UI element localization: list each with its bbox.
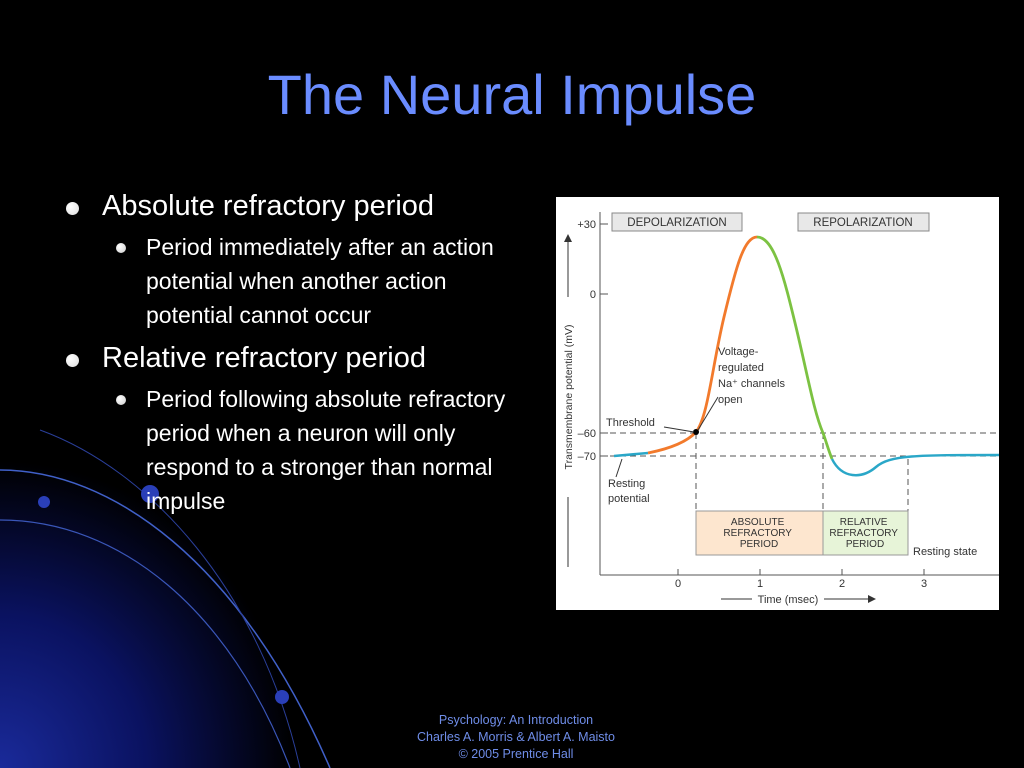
resting-segment	[613, 451, 649, 458]
bullet-absolute-refractory: Absolute refractory period	[60, 188, 510, 224]
absolute-refractory-label: ABSOLUTE REFRACTORY PERIOD	[723, 517, 794, 550]
x-axis-label: Time (msec)	[758, 594, 819, 606]
absolute-refractory-box	[695, 510, 824, 556]
threshold-label: Threshold	[606, 417, 655, 429]
footer-line-1: Psychology: An Introduction	[438, 713, 594, 727]
resting-state-label: Resting state	[913, 546, 977, 558]
bullet-relative-refractory: Relative refractory period	[60, 340, 510, 376]
depolarization-box	[611, 212, 743, 232]
repolarization-box	[797, 212, 930, 232]
bullet-list: Absolute refractory period Period immedi…	[60, 188, 510, 526]
y-tick-30: +30	[577, 219, 596, 231]
threshold-point	[693, 429, 699, 435]
footer-line-2: Charles A. Morris & Albert A. Maisto	[417, 730, 615, 744]
repolarization-label: REPOLARIZATION	[813, 217, 912, 229]
voltage-regulated-label: Voltage- regulated Na⁺ channels open	[718, 346, 788, 406]
x-tick-3: 3	[921, 578, 927, 590]
y-tick-minus70: –70	[578, 451, 596, 463]
relative-refractory-label: RELATIVE REFRACTORY PERIOD	[829, 517, 900, 550]
x-tick-1: 1	[757, 578, 763, 590]
undershoot-curve	[830, 453, 999, 477]
depolarization-curve	[647, 235, 758, 455]
y-tick-minus60: –60	[578, 428, 596, 440]
y-tick-0: 0	[590, 289, 596, 301]
y-axis-label: Transmembrane potential (mV)	[563, 325, 575, 470]
x-tick-2: 2	[839, 578, 845, 590]
slide-title: The Neural Impulse	[267, 63, 757, 126]
sub-bullet-absolute-definition: Period immediately after an action poten…	[102, 230, 510, 332]
relative-refractory-box	[822, 510, 909, 556]
depolarization-label: DEPOLARIZATION	[627, 217, 726, 229]
sub-bullet-relative-definition: Period following absolute refractory per…	[102, 382, 510, 518]
resting-potential-label: Resting potential	[608, 478, 650, 505]
footer-line-3: © 2005 Prentice Hall	[458, 747, 574, 761]
repolarization-curve	[756, 235, 834, 460]
x-tick-0: 0	[675, 578, 681, 590]
footer-citation: Psychology: An Introduction Charles A. M…	[380, 712, 652, 763]
action-potential-figure: +30 0 –60 –70 0 1 2 3 Transmembrane pote…	[556, 197, 999, 610]
